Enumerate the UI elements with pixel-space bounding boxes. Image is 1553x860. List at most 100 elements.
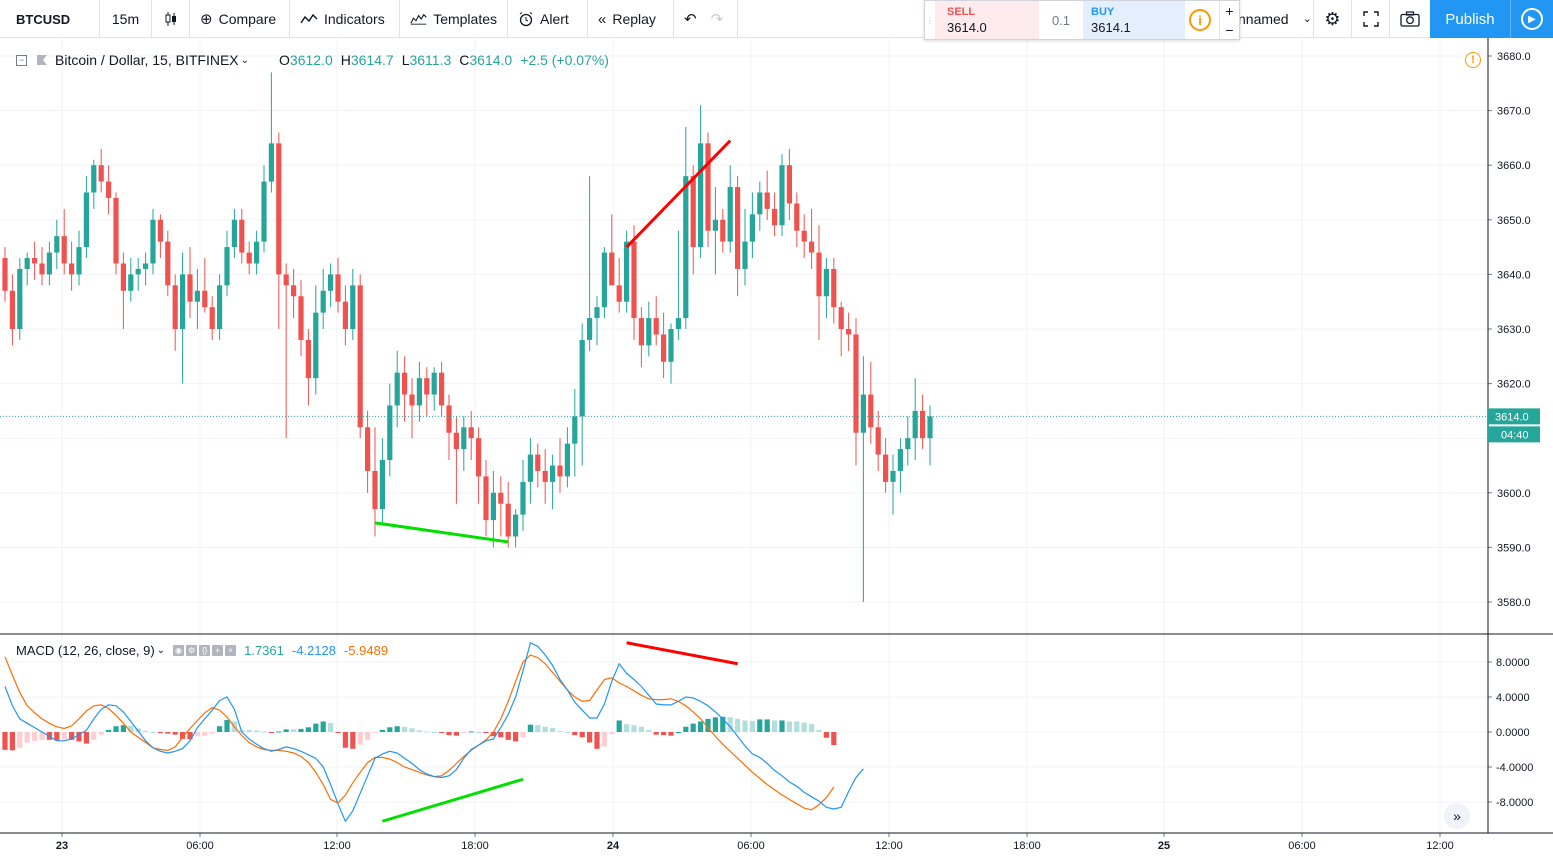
macd-histogram-bar — [564, 732, 570, 733]
redo-icon[interactable]: ↷ — [710, 11, 724, 28]
candle-body — [335, 274, 341, 302]
alert-label: Alert — [540, 11, 569, 27]
close-icon[interactable]: × — [225, 645, 237, 656]
quantity-minus-button[interactable]: − — [1219, 20, 1239, 39]
time-axis-label: 06:00 — [737, 840, 765, 852]
candle-body — [342, 301, 348, 329]
candle-body — [165, 241, 171, 286]
macd-title[interactable]: MACD (12, 26, close, 9) — [16, 643, 155, 658]
chevron-down-icon[interactable]: ⌄ — [156, 645, 166, 656]
buy-button[interactable]: BUY 3614.1 — [1083, 1, 1185, 39]
macd-histogram-bar — [69, 732, 75, 740]
price-axis-label: 3630.0 — [1497, 324, 1531, 336]
candle-body — [890, 470, 896, 482]
plus-icon[interactable]: + — [212, 645, 224, 656]
macd-histogram-bar — [742, 720, 748, 732]
indicators-button[interactable]: Indicators — [290, 0, 400, 38]
snapshot-button[interactable] — [1390, 0, 1430, 38]
warning-icon[interactable]: ! — [1465, 52, 1481, 68]
candle-body — [357, 285, 363, 428]
candle-body — [468, 427, 474, 439]
macd-histogram-bar — [727, 717, 733, 732]
alert-button[interactable]: Alert — [508, 0, 588, 38]
macd-histogram-bar — [76, 732, 82, 742]
candle-body — [772, 208, 778, 226]
info-icon[interactable]: i — [1189, 9, 1211, 31]
macd-histogram-bar — [638, 726, 644, 732]
candle-body — [394, 372, 400, 406]
candle-body — [846, 329, 852, 335]
trendline[interactable] — [625, 139, 732, 249]
symbol-search-button[interactable]: BTCUSD — [0, 0, 100, 38]
collapse-icon[interactable]: − — [16, 54, 27, 66]
macd-histogram-bar — [764, 719, 770, 732]
candlestick-series — [2, 72, 933, 602]
quantity-field[interactable]: 0.1 — [1051, 12, 1071, 28]
trendline[interactable] — [381, 777, 524, 823]
scroll-to-realtime-button[interactable]: » — [1444, 803, 1470, 829]
drag-handle-icon[interactable]: ⋮ — [926, 15, 934, 25]
gear-icon[interactable]: ⚙ — [186, 645, 198, 656]
chevron-down-icon[interactable]: ⌄ — [240, 54, 250, 66]
interval-button[interactable]: 15m — [100, 0, 152, 38]
macd-line-value: -4.2128 — [291, 643, 336, 658]
candle-body — [838, 307, 844, 329]
quantity-plus-button[interactable]: + — [1219, 1, 1239, 20]
candle-body — [594, 307, 600, 319]
price-axis-label: 3670.0 — [1497, 106, 1531, 118]
macd-histogram-bar — [17, 732, 23, 748]
trendlines[interactable] — [374, 139, 738, 823]
play-icon: ▶ — [1521, 8, 1543, 30]
compare-button[interactable]: ⊕ Compare — [190, 0, 290, 38]
macd-histogram-bar — [513, 732, 519, 742]
macd-histogram-bar — [305, 727, 311, 732]
candle-body — [439, 372, 445, 406]
macd-histogram-bar — [468, 731, 474, 733]
macd-histogram-bar — [328, 723, 334, 732]
undo-icon[interactable]: ↶ — [684, 11, 697, 28]
countdown-label: 04:40 — [1501, 429, 1529, 441]
candle-body — [609, 252, 615, 286]
macd-axis-label: -4.0000 — [1496, 762, 1533, 774]
sell-button[interactable]: SELL 3614.0 — [935, 1, 1039, 39]
candle-body — [446, 405, 452, 433]
candle-body — [535, 454, 541, 471]
braces-icon[interactable]: {} — [199, 645, 211, 656]
candle-body — [261, 181, 267, 242]
chart-canvas[interactable]: 3680.0 3670.0 3660.0 3650.0 3640.0 3630.0 3620… — [0, 38, 1553, 860]
flag-icon[interactable] — [37, 55, 47, 65]
chart-type-button[interactable] — [152, 0, 190, 38]
macd-histogram-bar — [2, 732, 8, 750]
settings-button[interactable]: ⚙ — [1314, 0, 1352, 38]
candle-body — [816, 252, 822, 297]
candle-body — [638, 318, 644, 346]
macd-histogram-bar — [387, 727, 393, 732]
macd-histogram-bar — [254, 730, 260, 732]
candle-body — [505, 503, 511, 537]
change-value: +2.5 (+0.07%) — [520, 52, 609, 68]
candle-body — [735, 187, 741, 269]
replay-button[interactable]: « Replay — [588, 0, 674, 38]
fullscreen-icon — [1362, 11, 1379, 27]
play-button[interactable]: ▶ — [1510, 0, 1553, 38]
candle-body — [194, 290, 200, 302]
templates-button[interactable]: Templates — [400, 0, 508, 38]
candle-body — [91, 165, 97, 193]
trendline[interactable] — [374, 521, 509, 544]
eye-icon[interactable]: ◉ — [173, 645, 185, 656]
macd-histogram-bar — [668, 732, 674, 736]
candle-body — [202, 290, 208, 308]
publish-button[interactable]: Publish — [1430, 0, 1510, 38]
publish-label: Publish — [1445, 10, 1495, 28]
macd-histogram-bar — [180, 732, 186, 739]
chart-area[interactable]: − Bitcoin / Dollar, 15, BITFINEX ⌄ O3612.… — [0, 38, 1553, 860]
symbol-title[interactable]: Bitcoin / Dollar, 15, BITFINEX — [55, 52, 239, 68]
candle-body — [217, 285, 223, 329]
buy-sell-widget: ⋮ SELL 3614.0 0.1 BUY 3614.1 i + − — [924, 0, 1240, 40]
macd-histogram-bar — [816, 729, 822, 732]
layout-name-button[interactable]: nnamed ⌄ — [1236, 0, 1314, 38]
fullscreen-button[interactable] — [1352, 0, 1390, 38]
macd-histogram-bar — [520, 732, 526, 738]
trendline[interactable] — [626, 641, 738, 666]
macd-histogram-bar — [801, 722, 807, 732]
